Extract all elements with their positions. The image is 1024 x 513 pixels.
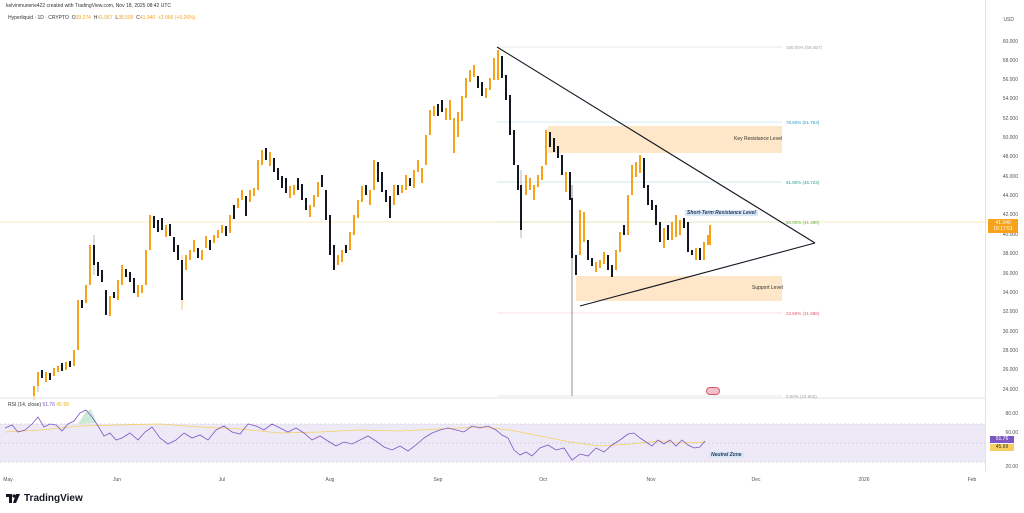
rsi-ma-line (4, 423, 706, 447)
descending-trendline (496, 46, 816, 244)
currency-label: USD (1003, 17, 1014, 23)
key-resistance-label: Key Resistance Level (734, 136, 783, 142)
chart-credit: kelvinmunene422 created with TradingView… (6, 3, 172, 9)
candles (33, 50, 711, 400)
high-value: 41.567 (97, 15, 113, 21)
symbol-name[interactable]: Hyperliquid · 1D · CRYPTO (8, 15, 69, 21)
price-chart[interactable] (0, 0, 985, 472)
close-value: 41.340 (139, 15, 156, 21)
rsi-legend: RSI (14, close) 51.76 45.99 (8, 402, 69, 408)
rsi-value-tag: 51.76 (990, 436, 1014, 443)
fib-236-label: 23.60% (31.988) (786, 311, 820, 316)
bar-countdown: 15:17:51 (993, 226, 1013, 232)
change-value: +2.066 (+5.26%) (157, 15, 196, 21)
time-axis[interactable]: May Jun Jul Aug Sep Oct Nov Dec 2026 Feb (3, 477, 977, 483)
rsi-ma-value: 45.99 (56, 402, 69, 408)
support-zone (576, 276, 782, 301)
short-term-resistance-label: Short-Term Resistance Level (685, 210, 758, 216)
tradingview-logo-icon (6, 494, 20, 503)
rsi-title[interactable]: RSI (14, close) (8, 402, 42, 408)
low-value: 38.500 (118, 15, 134, 21)
flag-icon (706, 387, 720, 395)
price-axis[interactable]: USD 60.000 58.000 56.000 54.000 52.000 5… (985, 0, 1024, 472)
rsi-ma-value-tag: 45.99 (990, 444, 1014, 451)
fib-100-label: 100.00% (59.457) (786, 45, 822, 50)
key-resistance-zone (548, 126, 782, 153)
rsi-neutral-zone-label: Neutral Zone (709, 452, 744, 458)
fib-50-label: 50.00% (41.480) (786, 220, 820, 225)
fib-0-label: 0.00% (23.503) (786, 394, 817, 399)
fib-618-label: 61.80% (45.723) (786, 180, 820, 185)
support-label: Support Level (752, 285, 783, 291)
symbol-legend: Hyperliquid · 1D · CRYPTO O39.274 H41.56… (8, 15, 196, 21)
brand-name: TradingView (24, 493, 83, 504)
tradingview-logo[interactable]: TradingView (6, 493, 83, 504)
last-price-tag: 41.340 15:17:51 (988, 219, 1018, 233)
ascending-trendline (579, 242, 816, 307)
open-value: 39.274 (75, 15, 91, 21)
rsi-line (4, 409, 706, 461)
rsi-value: 51.76 (42, 402, 55, 408)
fib-786-label: 78.60% (51.763) (786, 120, 820, 125)
